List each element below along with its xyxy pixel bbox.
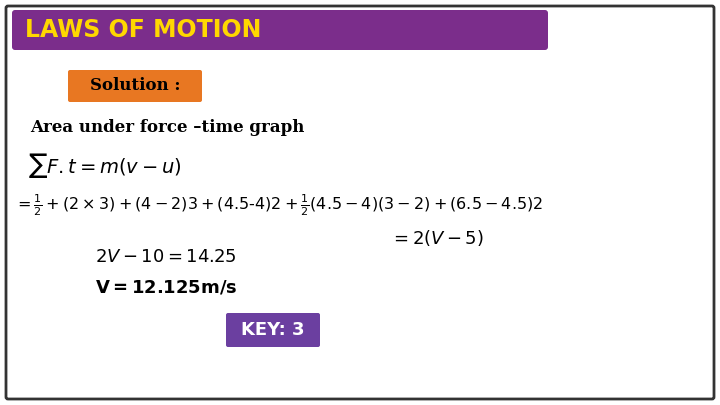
FancyBboxPatch shape xyxy=(6,6,714,399)
Text: $= 2(V - 5)$: $= 2(V - 5)$ xyxy=(390,228,484,248)
FancyBboxPatch shape xyxy=(226,313,320,347)
Text: $=\frac{1}{2}+(2\times3)+(4-2)3+(4.5\text{-}4)2+\frac{1}{2}(4.5-4)(3-2)+(6.5-4.5: $=\frac{1}{2}+(2\times3)+(4-2)3+(4.5\tex… xyxy=(14,192,543,218)
FancyBboxPatch shape xyxy=(12,10,548,50)
Text: $\mathbf{V=12.125m/s}$: $\mathbf{V=12.125m/s}$ xyxy=(95,278,238,296)
Text: LAWS OF MOTION: LAWS OF MOTION xyxy=(25,18,261,42)
FancyBboxPatch shape xyxy=(68,70,202,102)
Text: Area under force –time graph: Area under force –time graph xyxy=(30,119,305,136)
Text: $2V - 10 = 14.25$: $2V - 10 = 14.25$ xyxy=(95,248,237,266)
Text: KEY: 3: KEY: 3 xyxy=(241,321,305,339)
Text: Solution :: Solution : xyxy=(90,77,180,94)
Text: $\sum F.t = m(v - u)$: $\sum F.t = m(v - u)$ xyxy=(28,151,181,179)
